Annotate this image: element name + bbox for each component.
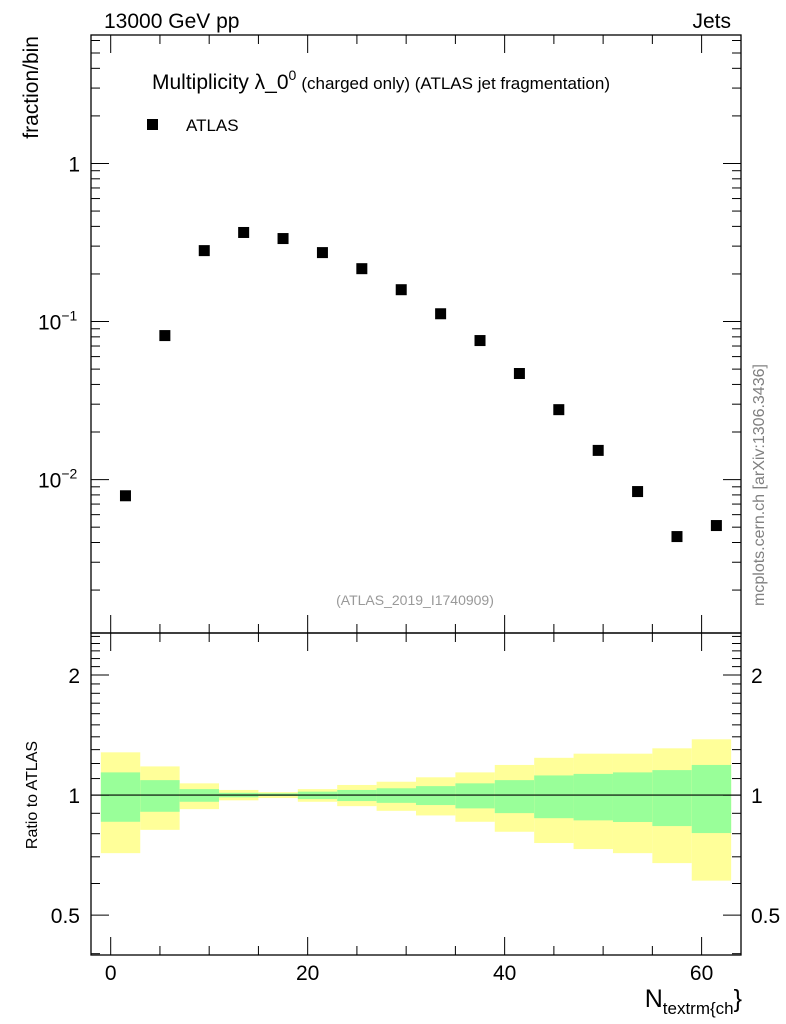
inner-band-bin <box>534 775 574 819</box>
title-rest: (charged only) (ATLAS jet fragmentation) <box>301 74 610 93</box>
inner-band-bin <box>652 770 692 827</box>
xlabel-sub: textrm{ch <box>663 999 734 1018</box>
x-tick-label: 20 <box>296 962 319 985</box>
xlabel-main: N <box>645 985 663 1013</box>
x-axis-label: Ntextrm{ch} <box>645 985 742 1018</box>
ratio-y-tick-label-right: 1 <box>751 785 763 808</box>
legend-label: ATLAS <box>186 116 239 135</box>
x-tick-label: 60 <box>690 962 713 985</box>
ratio-y-axis-label: Ratio to ATLAS <box>24 741 41 849</box>
inner-band-bin <box>573 773 613 821</box>
x-tick-label: 0 <box>105 962 117 985</box>
inner-band-bin <box>494 780 535 814</box>
y-tick-base: 10 <box>38 470 61 493</box>
ratio-y-tick-label-right: 2 <box>751 665 763 688</box>
ratio-y-tick-label-left: 0.5 <box>51 905 80 928</box>
data-point <box>119 490 131 502</box>
title-main: Multiplicity λ_0 <box>152 71 289 94</box>
plot-title: Multiplicity λ_00 (charged only) (ATLAS j… <box>152 67 610 94</box>
ratio-bands <box>91 739 741 881</box>
side-label: mcplots.cern.ch [arXiv:1306.3436] <box>751 364 768 606</box>
data-point <box>356 263 368 275</box>
y-tick-exp: −2 <box>61 466 77 482</box>
header-left: 13000 GeV pp <box>104 10 239 33</box>
inner-band-bin <box>100 772 141 822</box>
inner-band-bin <box>612 772 653 822</box>
ratio-y-tick-label-left: 1 <box>68 785 80 808</box>
x-tick-label: 40 <box>493 962 516 985</box>
data-point <box>632 486 644 498</box>
ratio-y-tick-label-left: 2 <box>68 665 80 688</box>
data-point <box>671 531 683 543</box>
data-points <box>119 226 722 543</box>
data-point <box>513 368 525 380</box>
data-point <box>553 404 565 416</box>
header-right: Jets <box>692 10 731 33</box>
inner-band-bin <box>140 780 180 812</box>
data-point <box>277 233 289 245</box>
y-tick-label: 1 <box>68 153 80 176</box>
data-point <box>238 226 250 238</box>
analysis-id: (ATLAS_2019_I1740909) <box>336 592 494 608</box>
data-point <box>474 335 486 347</box>
y-axis-label: fraction/bin <box>20 36 43 139</box>
legend-marker <box>147 119 158 130</box>
data-point <box>395 284 407 296</box>
title-sup: 0 <box>289 67 297 83</box>
inner-band-bin <box>455 783 495 809</box>
y-tick-label: 10−1 <box>38 308 78 335</box>
data-point <box>710 520 722 532</box>
ratio-y-tick-label-right: 0.5 <box>751 905 780 928</box>
data-point <box>198 245 210 257</box>
xlabel-tail: } <box>734 985 742 1013</box>
data-point <box>592 444 604 456</box>
data-point <box>316 247 328 259</box>
y-tick-label: 10−2 <box>38 466 78 493</box>
y-tick-base: 10 <box>38 312 61 335</box>
data-point <box>435 308 447 320</box>
ratio-frame <box>90 632 742 956</box>
data-point <box>159 330 171 342</box>
inner-band-bin <box>691 764 732 834</box>
y-tick-exp: −1 <box>61 308 77 324</box>
